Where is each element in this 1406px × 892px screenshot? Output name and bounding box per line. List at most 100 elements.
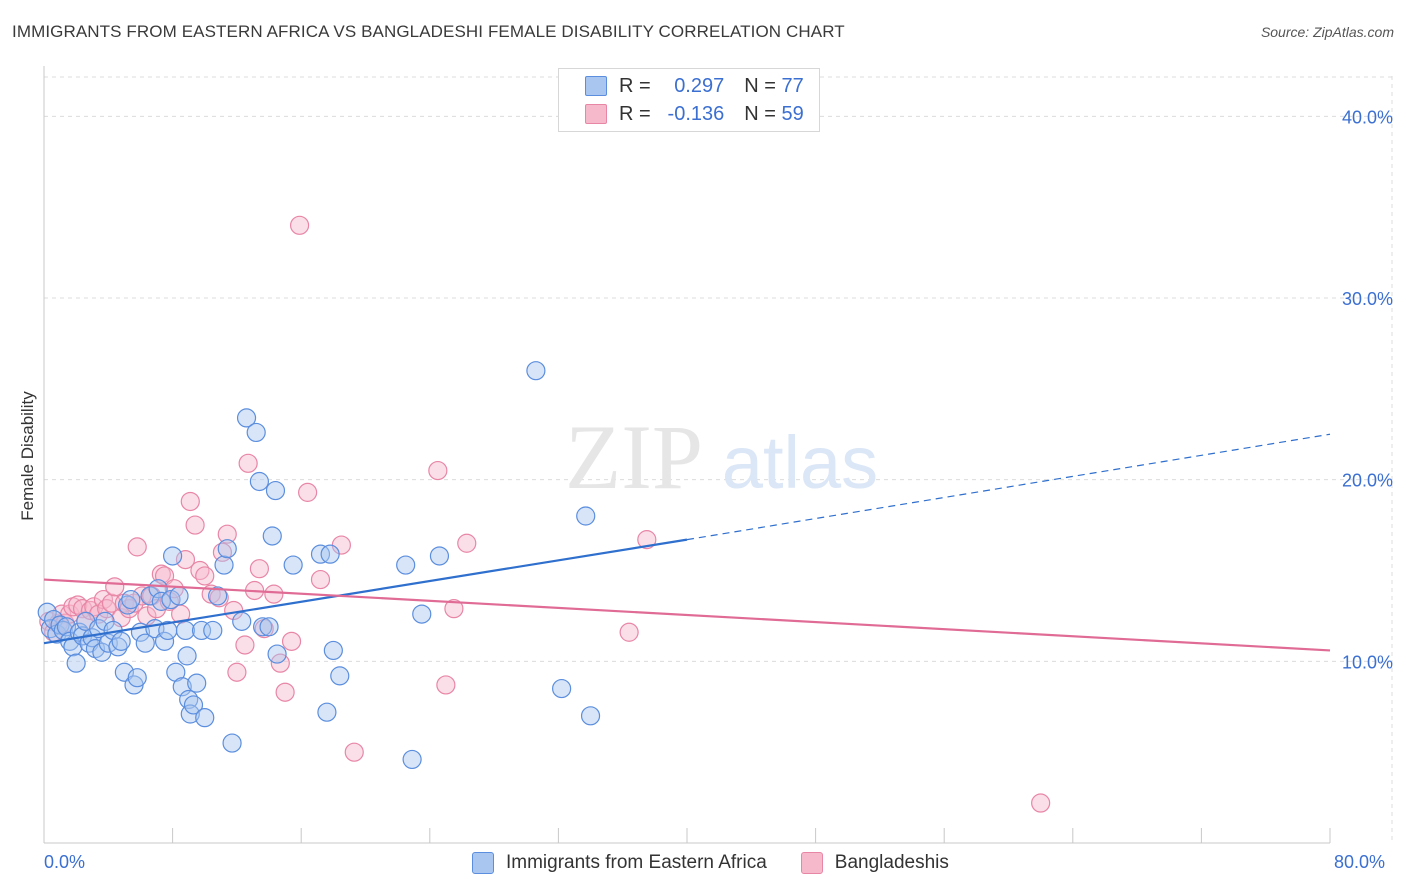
legend-item-bangladeshis[interactable]: Bangladeshis [800,852,949,874]
n-value: 59 [781,102,804,125]
data-point [163,546,183,566]
data-point [281,631,302,651]
data-point [37,602,57,622]
data-point [214,555,234,575]
data-point [217,524,237,544]
data-point [412,604,432,624]
data-point [444,599,464,619]
stats-legend-row-bangladeshis: R = -0.136 N = 59 [585,101,804,127]
chart-source: Source: ZipAtlas.com [1260,24,1394,40]
data-point [526,361,546,381]
data-point [135,633,155,653]
x-tick-label-max: 80.0% [1334,852,1386,872]
data-point [576,506,596,526]
data-point [121,589,141,610]
data-point [105,577,125,597]
data-point [217,539,237,559]
data-point [195,566,215,586]
series-eastern-africa [37,361,601,770]
data-point [402,749,422,770]
data-point [154,631,175,651]
data-point [140,586,160,606]
data-point [66,653,86,673]
data-point [298,482,318,502]
data-point [249,559,270,579]
data-point [259,617,279,637]
data-point [111,631,131,651]
data-point [208,586,228,606]
watermark: ZIP atlas [565,406,878,508]
data-point [169,586,189,606]
stats-legend: R = 0.297 N = 77 R = -0.136 N = 59 [558,68,820,132]
data-point [436,675,456,695]
data-point [203,620,223,641]
data-point [185,515,205,535]
data-point [344,742,364,762]
data-point [180,491,200,512]
legend-swatch-pink [800,852,823,874]
data-point [580,706,601,726]
data-point [310,569,331,590]
data-point [396,555,416,575]
trend-line-bangladeshis [43,578,1331,652]
data-point [428,460,448,481]
series-legend: Immigrants from Eastern Africa Banglades… [472,852,983,874]
data-point [236,408,257,428]
r-label: R = [619,102,651,125]
y-tick-label: 30.0% [1342,289,1393,309]
data-point [222,733,242,753]
data-point [317,702,337,722]
data-point [183,695,204,715]
data-point [127,668,147,688]
data-point [227,662,247,682]
watermark-zip: ZIP [565,406,703,508]
data-point [262,526,282,546]
data-point [619,622,639,642]
data-point [175,620,196,641]
data-point [50,615,70,635]
data-point [246,422,266,443]
stats-legend-row-eastern-africa: R = 0.297 N = 77 [585,73,804,99]
data-point [148,579,168,599]
data-point [289,215,310,235]
data-point [330,666,350,686]
legend-swatch-pink [585,104,607,124]
watermark-atlas: atlas [722,421,878,504]
data-point [310,544,331,564]
n-label: N = [744,102,776,125]
data-point [1031,793,1051,813]
legend-swatch-blue [585,76,607,96]
data-point [191,620,212,641]
y-axis-label: Female Disability [18,391,37,521]
data-point [323,640,343,661]
r-label: R = [619,74,651,97]
y-tick-label: 20.0% [1342,471,1393,491]
data-point [187,673,207,693]
r-value: 0.297 [674,74,725,97]
chart-title: IMMIGRANTS FROM EASTERN AFRICA VS BANGLA… [12,22,845,41]
y-tick-label: 10.0% [1342,652,1393,672]
data-point [177,646,197,666]
data-point [132,586,152,606]
data-point [117,595,138,615]
data-point [175,549,196,570]
y-tick-label: 40.0% [1342,107,1393,127]
n-value: 77 [781,74,804,97]
data-point [108,637,128,657]
data-point [283,555,303,575]
data-point [151,591,171,611]
data-point [127,537,147,557]
trend-line-eastern-africa-extension [686,433,1331,541]
data-point [265,480,286,501]
data-point [552,678,572,699]
data-point [238,453,258,473]
data-point [232,611,252,631]
axes [43,66,1331,844]
data-point [151,564,171,584]
trend-line-eastern-africa [43,538,688,645]
data-point [320,544,340,564]
legend-item-eastern-africa[interactable]: Immigrants from Eastern Africa [472,852,767,874]
n-label: N = [744,74,776,97]
data-point [457,533,477,553]
